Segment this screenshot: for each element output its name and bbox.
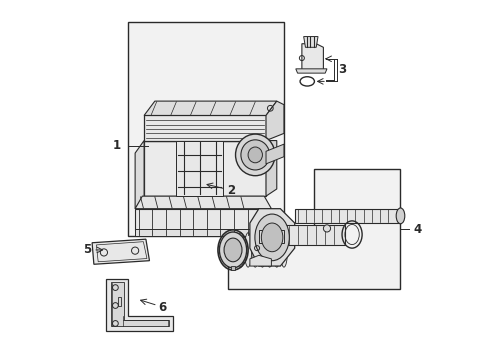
Ellipse shape (219, 232, 246, 268)
Polygon shape (144, 140, 265, 196)
Polygon shape (295, 69, 326, 73)
Polygon shape (135, 229, 264, 235)
Ellipse shape (244, 233, 251, 267)
Polygon shape (285, 225, 344, 244)
Polygon shape (228, 169, 400, 289)
Ellipse shape (265, 233, 273, 267)
Polygon shape (92, 239, 149, 264)
Polygon shape (303, 37, 317, 47)
Ellipse shape (241, 140, 269, 170)
Text: 3: 3 (337, 63, 346, 76)
Polygon shape (176, 140, 223, 196)
Bar (230, 266, 235, 270)
Polygon shape (265, 140, 276, 196)
Ellipse shape (237, 233, 244, 267)
Polygon shape (265, 144, 284, 164)
Ellipse shape (224, 238, 242, 262)
Polygon shape (135, 196, 271, 209)
Polygon shape (301, 44, 323, 72)
Text: 6: 6 (158, 301, 166, 314)
Ellipse shape (273, 233, 280, 267)
Ellipse shape (261, 223, 282, 252)
Polygon shape (111, 282, 169, 326)
Text: 5: 5 (83, 243, 91, 256)
Polygon shape (258, 230, 284, 243)
Text: 4: 4 (413, 223, 421, 236)
Text: 2: 2 (226, 184, 234, 197)
Polygon shape (144, 101, 276, 116)
Ellipse shape (235, 134, 274, 176)
Ellipse shape (323, 225, 330, 232)
Ellipse shape (395, 208, 404, 224)
Polygon shape (265, 101, 284, 140)
Polygon shape (294, 209, 398, 223)
Polygon shape (249, 255, 271, 266)
Ellipse shape (251, 233, 258, 267)
Polygon shape (144, 116, 265, 140)
Bar (118, 297, 121, 306)
Polygon shape (249, 209, 294, 266)
Ellipse shape (247, 147, 262, 163)
Ellipse shape (258, 233, 265, 267)
Polygon shape (135, 140, 144, 209)
Bar (128, 22, 284, 235)
Text: 1: 1 (113, 139, 121, 152)
Ellipse shape (254, 214, 289, 261)
Polygon shape (135, 209, 271, 230)
Ellipse shape (280, 233, 287, 267)
Polygon shape (106, 279, 172, 330)
